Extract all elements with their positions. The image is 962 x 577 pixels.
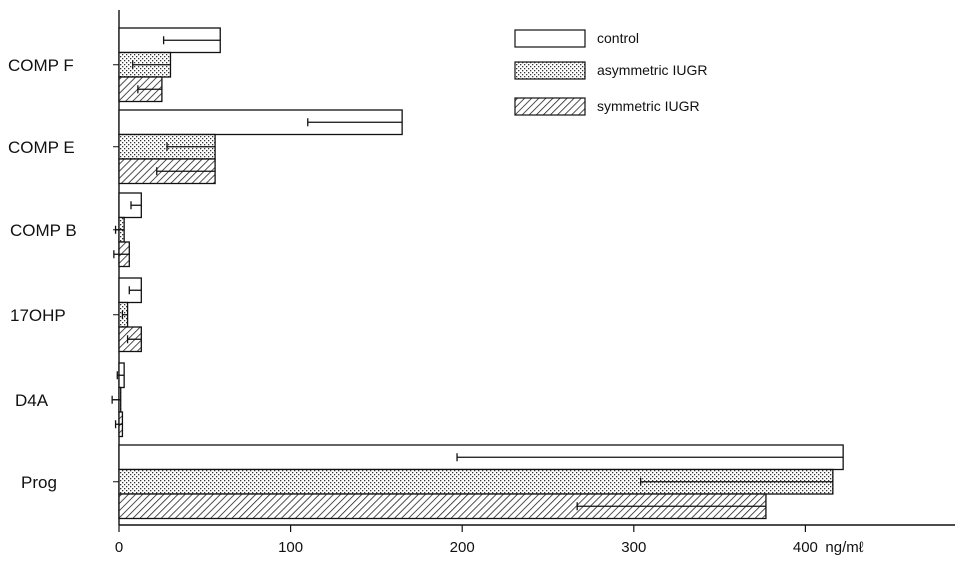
category-label: D4A bbox=[15, 391, 49, 410]
legend-swatch bbox=[514, 97, 586, 116]
category-label: COMP B bbox=[10, 221, 77, 240]
x-tick-label: 0 bbox=[115, 539, 123, 556]
legend: control asymmetric IUGR symmetric IUGR bbox=[514, 29, 707, 116]
category-label: 17OHP bbox=[10, 306, 66, 325]
category-label: COMP E bbox=[8, 138, 75, 157]
x-tick-label: 200 bbox=[450, 539, 475, 556]
x-tick-label: 100 bbox=[278, 539, 303, 556]
legend-swatch bbox=[514, 61, 586, 80]
bars bbox=[111, 27, 844, 520]
category-label: COMP F bbox=[8, 56, 74, 75]
legend-label: asymmetric IUGR bbox=[597, 62, 707, 78]
legend-label: symmetric IUGR bbox=[597, 98, 700, 114]
legend-label: control bbox=[597, 30, 639, 46]
x-tick-label: 300 bbox=[621, 539, 646, 556]
x-tick-label: 400 bbox=[793, 539, 818, 556]
axes: 0 100 200 300 400 ng/mℓ COMP F COMP E COMP B 17OH… bbox=[8, 10, 955, 556]
x-unit-label: ng/mℓ bbox=[825, 539, 863, 556]
category-label: Prog bbox=[21, 473, 57, 492]
legend-swatch bbox=[514, 29, 586, 48]
